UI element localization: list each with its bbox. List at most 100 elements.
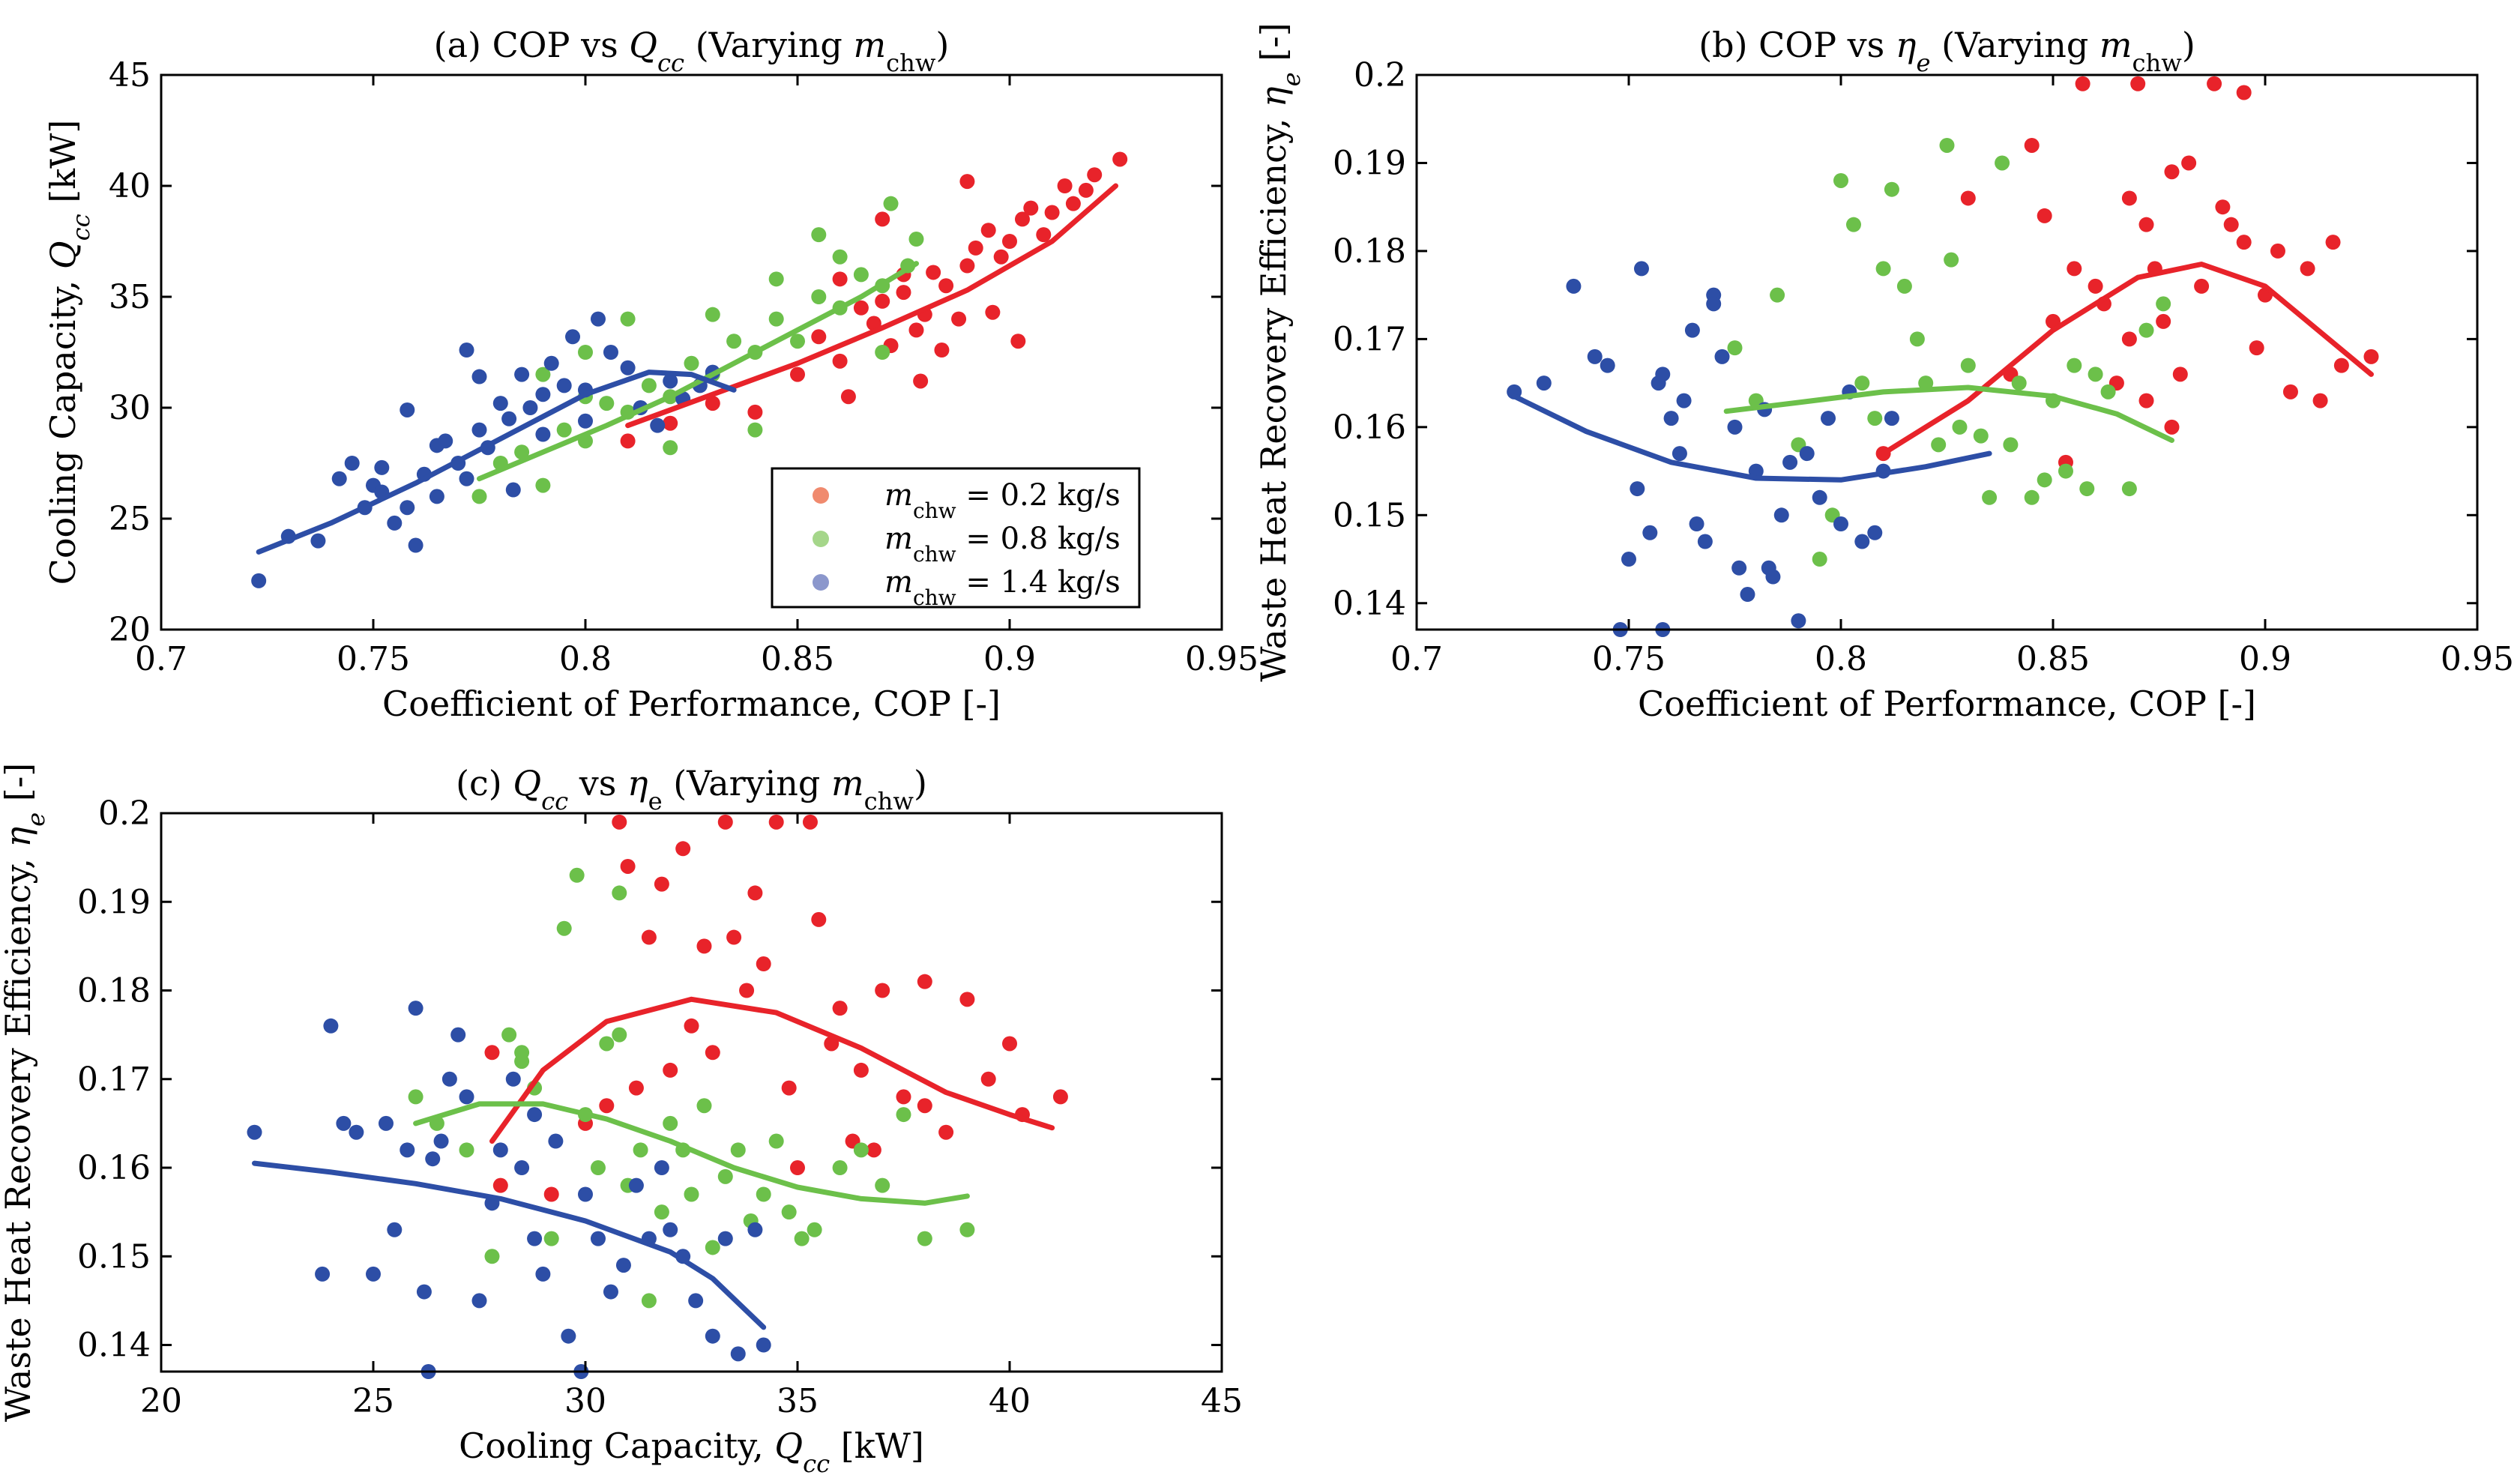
data-point: [739, 983, 755, 998]
data-point: [717, 1231, 733, 1246]
panel-a-scatter-chart: 0.7 0.75 0.8 0.85 0.9 0.95 20 25 30 35 40 45 (a) COP…: [43, 25, 1258, 724]
data-point: [1982, 489, 1998, 505]
data-point: [926, 265, 941, 280]
data-point: [959, 992, 975, 1007]
data-point: [336, 1115, 352, 1131]
data-point: [590, 1160, 606, 1176]
legend-marker: [813, 531, 829, 547]
y-tick-label: 0.14: [1333, 585, 1406, 623]
data-point: [1621, 552, 1636, 567]
data-point: [747, 885, 763, 901]
data-point: [896, 1107, 911, 1123]
series-mid: [471, 196, 924, 504]
axes-box: [160, 812, 1223, 1373]
data-point: [968, 240, 983, 256]
data-point: [2282, 384, 2298, 399]
data-point: [1884, 411, 1899, 426]
data-point: [1960, 190, 1976, 206]
data-point: [556, 920, 572, 936]
data-point: [959, 174, 975, 190]
data-point: [251, 573, 267, 588]
data-point: [908, 322, 924, 338]
data-point: [2236, 235, 2252, 250]
data-point: [730, 1346, 746, 1362]
data-point: [1854, 375, 1870, 391]
series-mid: [408, 867, 975, 1309]
data-point: [2156, 296, 2171, 312]
data-point: [1014, 211, 1030, 227]
data-point: [794, 1231, 810, 1246]
y-tick-label: 0.18: [1333, 232, 1406, 271]
data-point: [853, 1062, 869, 1078]
data-point: [1706, 296, 1722, 312]
data-point: [400, 500, 415, 516]
data-point: [811, 289, 827, 304]
data-point: [527, 1231, 543, 1246]
data-point: [612, 814, 627, 830]
x-tick-label: 20: [140, 1382, 182, 1420]
chart-title: (a) COP vs Qcc (Varying mchw): [434, 25, 950, 77]
data-point: [959, 1222, 975, 1237]
data-point: [1010, 334, 1026, 349]
series-mid: [1727, 137, 2171, 567]
data-point: [2223, 217, 2239, 232]
data-point: [599, 1036, 615, 1052]
data-point: [1773, 507, 1789, 523]
data-point: [1854, 534, 1870, 549]
data-point: [2333, 358, 2349, 373]
data-point: [599, 1098, 615, 1114]
data-point: [1714, 349, 1730, 364]
trend-line-low: [489, 996, 1055, 1144]
data-point: [484, 1249, 500, 1264]
data-point: [853, 300, 869, 316]
data-point: [1036, 227, 1052, 243]
data-point: [556, 378, 572, 393]
data-point: [705, 307, 720, 322]
data-point: [641, 1293, 657, 1309]
data-point: [2164, 419, 2180, 435]
data-point: [1812, 489, 1827, 505]
data-point: [832, 1160, 848, 1176]
data-point: [2024, 489, 2040, 505]
y-tick-label: 40: [109, 167, 151, 205]
data-point: [1600, 358, 1615, 373]
legend-entry-label: mchw = 0.2 kg/s: [884, 478, 1121, 523]
chart-title: (c) Qcc vs ηe (Varying mchw): [456, 763, 927, 815]
data-point: [471, 489, 487, 504]
series-low: [620, 151, 1128, 449]
data-point: [2363, 349, 2379, 364]
data-point: [840, 389, 856, 405]
data-point: [429, 438, 444, 453]
data-point: [1833, 172, 1848, 188]
data-point: [408, 537, 423, 553]
y-tick-label: 0.16: [1333, 408, 1406, 447]
x-tick-label: 30: [564, 1382, 606, 1420]
trend-line-low: [625, 183, 1118, 429]
data-point: [628, 1080, 644, 1096]
data-point: [331, 471, 347, 486]
data-point: [980, 1071, 996, 1087]
data-point: [492, 1177, 508, 1193]
x-tick-label: 0.75: [1592, 640, 1666, 678]
data-point: [2088, 367, 2103, 382]
data-point: [654, 1204, 669, 1220]
data-point: [2164, 164, 2180, 180]
data-point: [578, 413, 593, 429]
data-point: [853, 267, 869, 283]
data-point: [535, 387, 551, 402]
data-point: [2249, 340, 2264, 356]
data-point: [590, 311, 606, 327]
data-point: [501, 1027, 517, 1043]
data-point: [913, 373, 929, 389]
data-point: [875, 1177, 890, 1193]
data-point: [459, 471, 474, 486]
data-point: [633, 1142, 648, 1158]
data-point: [730, 1142, 746, 1158]
data-point: [726, 334, 742, 349]
trend-line-mid: [413, 1101, 970, 1206]
x-axis-label: Cooling Capacity, Qcc [kW]: [459, 1426, 924, 1478]
data-point: [768, 1133, 784, 1149]
data-point: [747, 1222, 763, 1237]
data-point: [2100, 384, 2116, 399]
data-point: [344, 456, 360, 471]
